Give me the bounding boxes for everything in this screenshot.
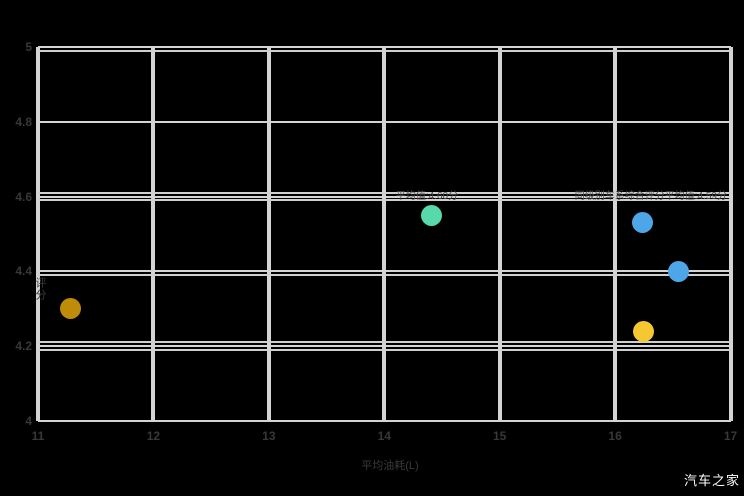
reference-line-0: [38, 49, 731, 52]
scatter-point-series-blue[interactable]: [632, 212, 654, 234]
y-tick-label-4: 4: [25, 414, 32, 428]
line-annotation-0: 平均值:4.60分: [395, 190, 459, 202]
gridline-x-14: [382, 47, 387, 421]
gridline-y-4.2: [38, 345, 731, 348]
y-tick-label-4.2: 4.2: [15, 339, 32, 354]
x-tick-label-16: 16: [608, 429, 622, 443]
reference-line-5: [38, 348, 731, 351]
gridline-x-12: [151, 47, 156, 421]
reference-line-4: [38, 341, 731, 344]
y-tick-label-4.8: 4.8: [15, 114, 32, 129]
x-axis-title: 平均油耗(L): [361, 460, 419, 472]
x-tick-label-13: 13: [262, 429, 276, 443]
reference-line-1: [38, 191, 731, 194]
reference-line-2: [38, 199, 731, 202]
x-tick-label-12: 12: [146, 429, 161, 443]
gridline-y-5: [38, 46, 731, 48]
gridline-y-4.6: [38, 195, 731, 198]
reference-line-3: [38, 274, 731, 277]
scatter-point-series-teal[interactable]: [421, 204, 443, 226]
x-tick-label-14: 14: [377, 429, 391, 443]
x-tick-label-11: 11: [31, 429, 45, 443]
y-tick-label-4.6: 4.6: [15, 189, 32, 204]
gridline-y-4.8: [38, 120, 731, 123]
line-annotation-1: 同级别车系综合评分平均值:4.59分: [574, 190, 727, 202]
gridline-y-4: [38, 420, 731, 422]
x-tick-label-15: 15: [492, 429, 507, 443]
y-tick-label-4.4: 4.4: [15, 264, 32, 279]
watermark-autohome: 汽车之家: [683, 473, 740, 488]
scatter-point-series-olive[interactable]: [59, 298, 81, 320]
gridline-x-15: [497, 47, 502, 421]
y-axis-title: 评分: [34, 277, 46, 301]
gridline-y-4.4: [38, 270, 731, 273]
scatter-point-series-blue[interactable]: [668, 260, 690, 282]
gridline-x-11: [36, 47, 40, 421]
y-tick-label-5: 5: [25, 40, 32, 54]
scatter-point-series-gold[interactable]: [633, 320, 655, 342]
gridline-x-17: [728, 47, 733, 421]
gridline-x-16: [613, 47, 618, 421]
gridline-x-13: [266, 47, 271, 421]
x-tick-label-17: 17: [723, 429, 738, 443]
